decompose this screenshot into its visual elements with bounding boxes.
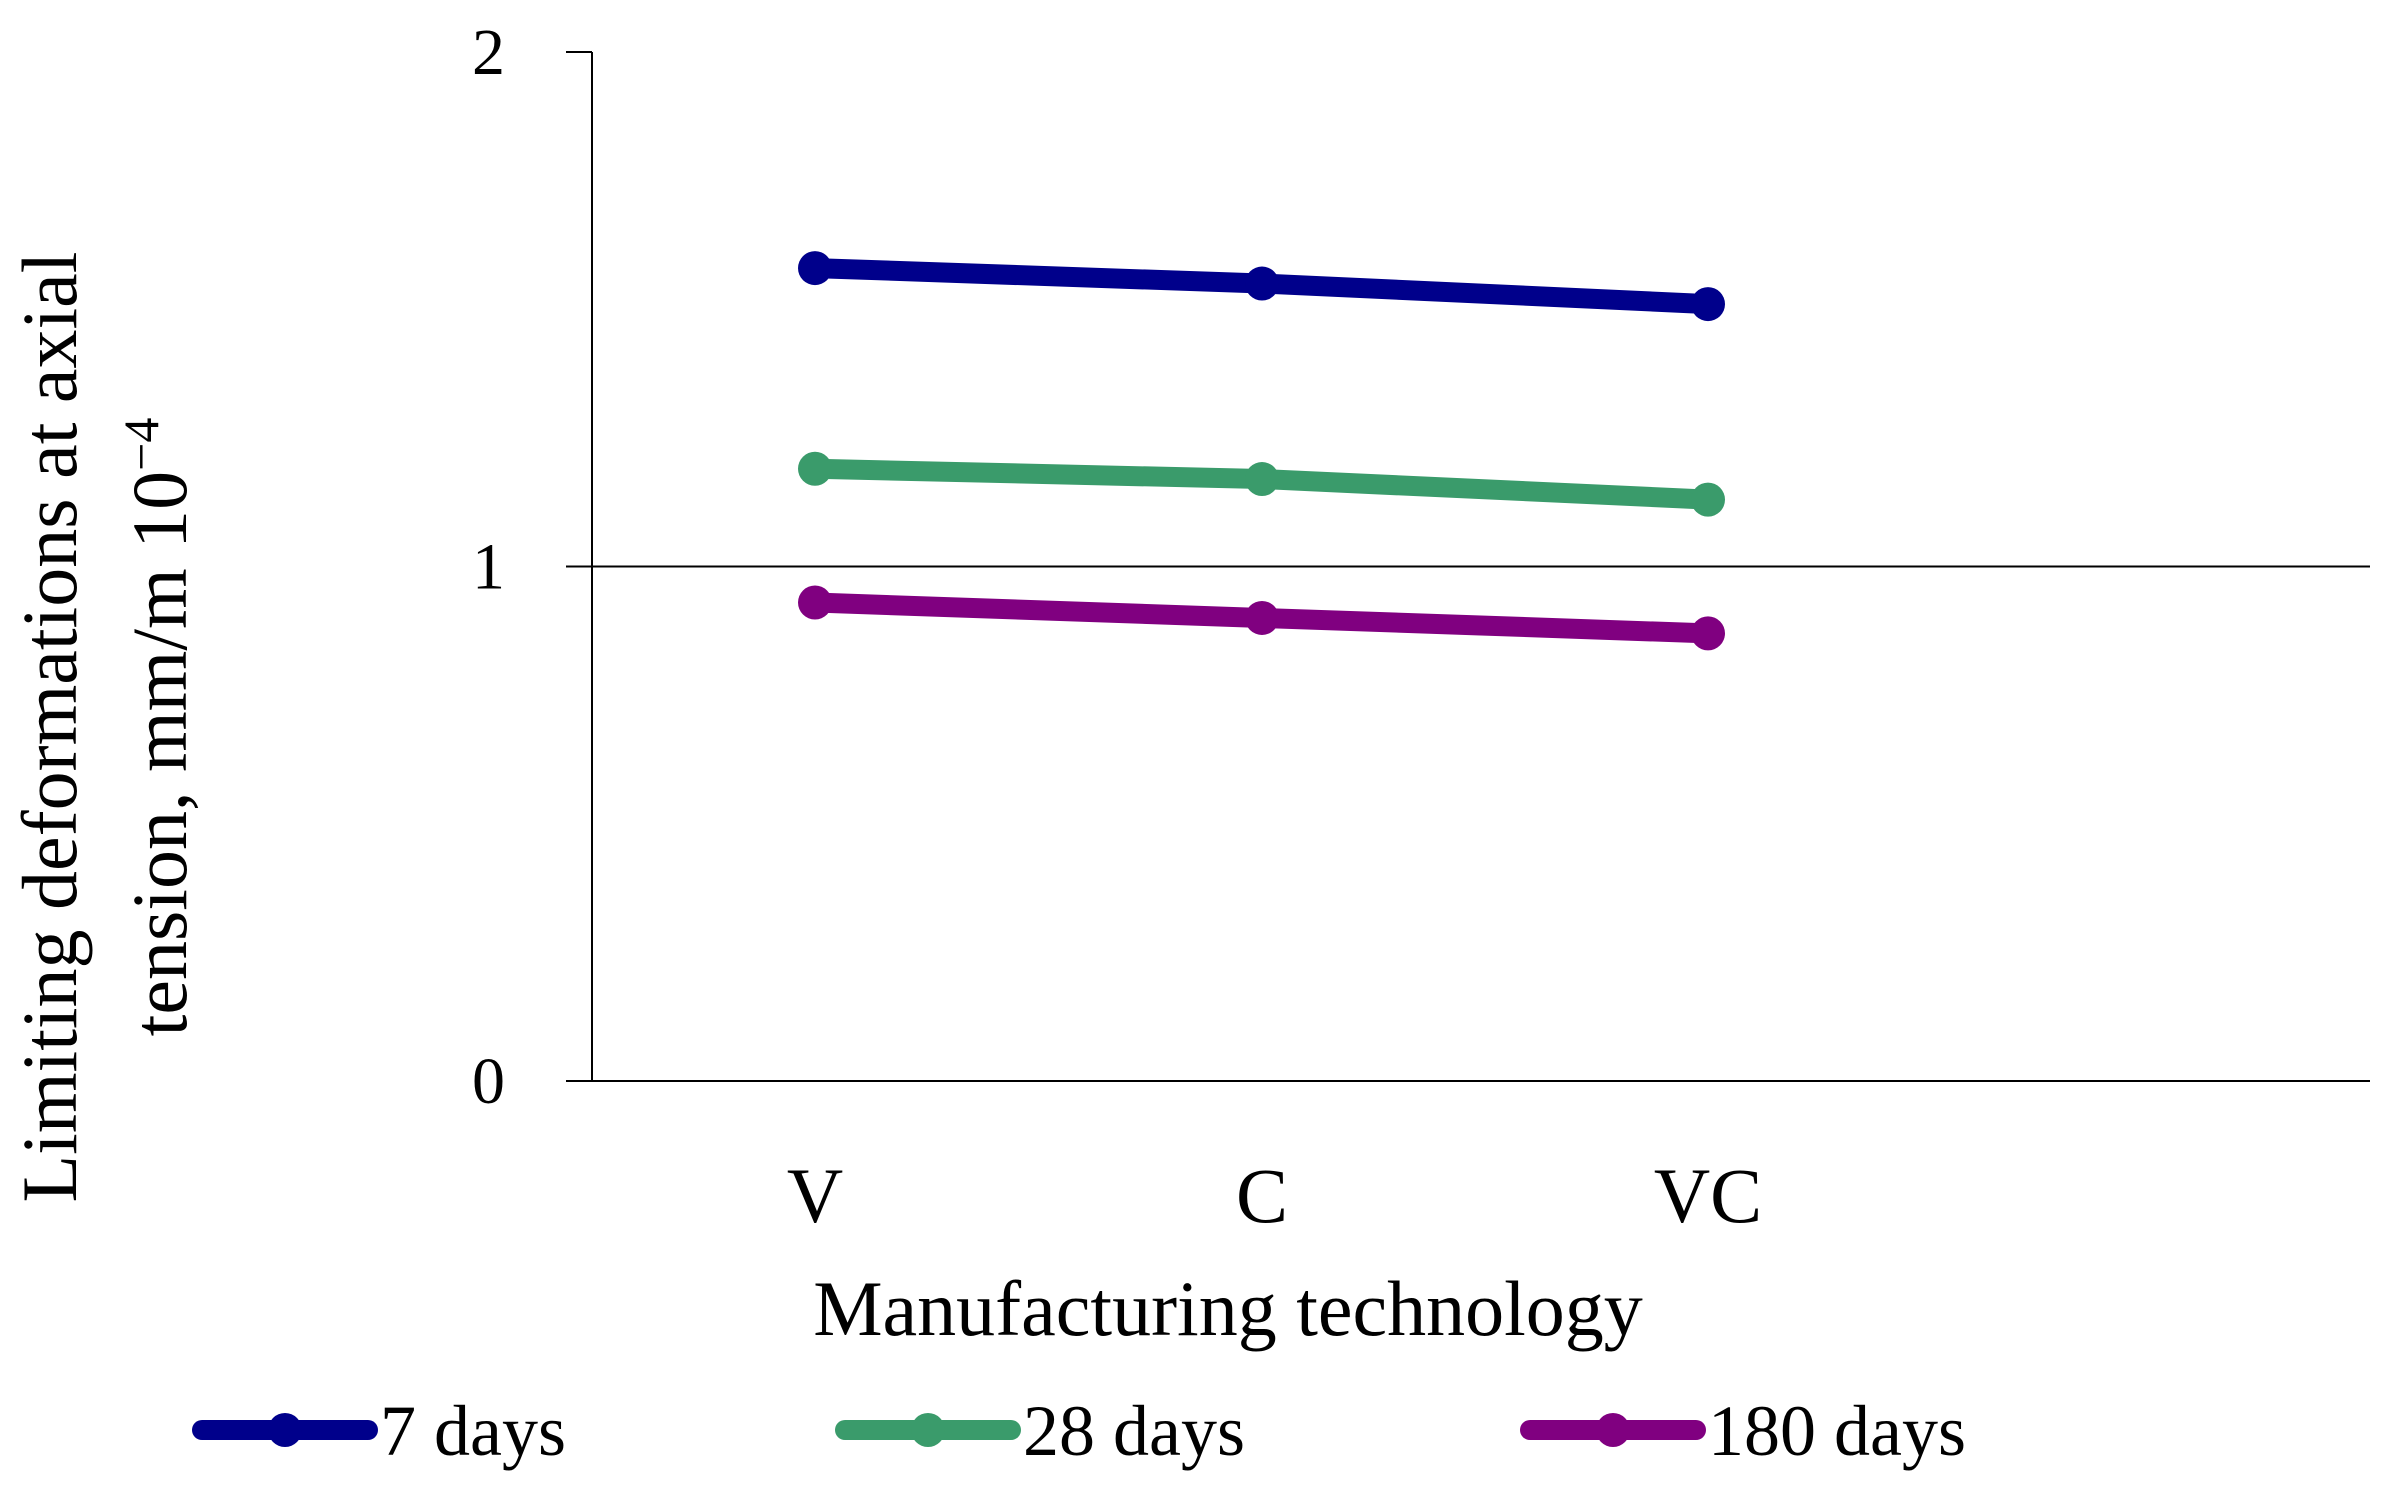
data-point-7-days-vc <box>1691 287 1725 322</box>
y-tick-label-2: 2 <box>472 16 505 89</box>
x-category-label-c: C <box>1236 1152 1288 1239</box>
y-axis-title-line1: Limiting deformations at axial <box>6 252 93 1203</box>
legend-label-28-days: 28 days <box>1023 1391 1245 1471</box>
data-point-28-days-v <box>798 451 832 486</box>
data-point-180-days-vc <box>1691 616 1725 651</box>
legend: 7 days 28 days 180 days <box>192 1391 1966 1471</box>
y-axis-title: Limiting deformations at axial tension, … <box>6 252 203 1203</box>
data-point-7-days-c <box>1245 266 1279 301</box>
data-point-28-days-c <box>1245 462 1279 497</box>
y-axis-title-superscript: −4 <box>113 418 169 471</box>
data-point-180-days-v <box>798 585 832 620</box>
data-point-7-days-v <box>798 251 832 286</box>
legend-item-180-days: 180 days <box>1520 1391 1966 1471</box>
x-category-label-v: V <box>787 1152 843 1239</box>
y-tick-label-0: 0 <box>472 1045 505 1118</box>
series-28-days <box>798 451 1725 517</box>
x-category-labels: V C VC <box>787 1152 1762 1239</box>
legend-label-7-days: 7 days <box>380 1391 566 1471</box>
series-group <box>798 251 1725 651</box>
legend-marker-180-days <box>1596 1413 1630 1447</box>
y-axis-title-line2: tension, mm/m 10−4 <box>113 418 203 1037</box>
x-category-label-vc: VC <box>1654 1152 1762 1239</box>
legend-marker-7-days <box>268 1413 302 1447</box>
y-tick-label-1: 1 <box>472 531 505 604</box>
legend-label-180-days: 180 days <box>1708 1391 1966 1471</box>
x-axis-title: Manufacturing technology <box>813 1265 1643 1352</box>
data-point-180-days-c <box>1245 600 1279 635</box>
data-point-28-days-vc <box>1691 482 1725 517</box>
y-axis-title-line2-text: tension, mm/m 10 <box>116 471 203 1037</box>
series-7-days <box>798 251 1725 322</box>
y-tick-labels: 0 1 2 <box>472 16 505 1118</box>
legend-item-7-days: 7 days <box>192 1391 566 1471</box>
series-180-days <box>798 585 1725 651</box>
legend-item-28-days: 28 days <box>835 1391 1245 1471</box>
axes <box>566 51 2370 1082</box>
legend-marker-28-days <box>911 1413 945 1447</box>
